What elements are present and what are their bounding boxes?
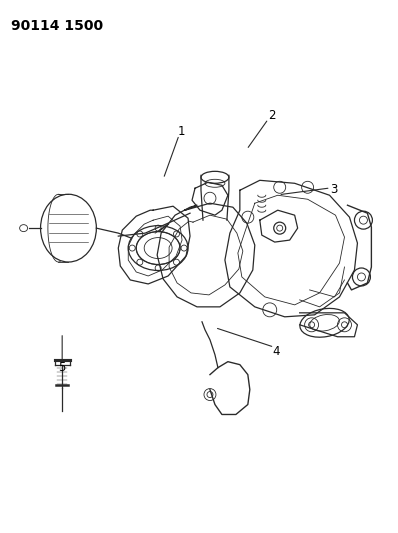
Text: 5: 5 [59, 361, 66, 374]
Text: 2: 2 [269, 109, 276, 122]
Text: 1: 1 [178, 125, 185, 138]
Text: 4: 4 [273, 345, 280, 358]
Text: 90114 1500: 90114 1500 [11, 19, 103, 33]
Text: 3: 3 [330, 183, 338, 196]
